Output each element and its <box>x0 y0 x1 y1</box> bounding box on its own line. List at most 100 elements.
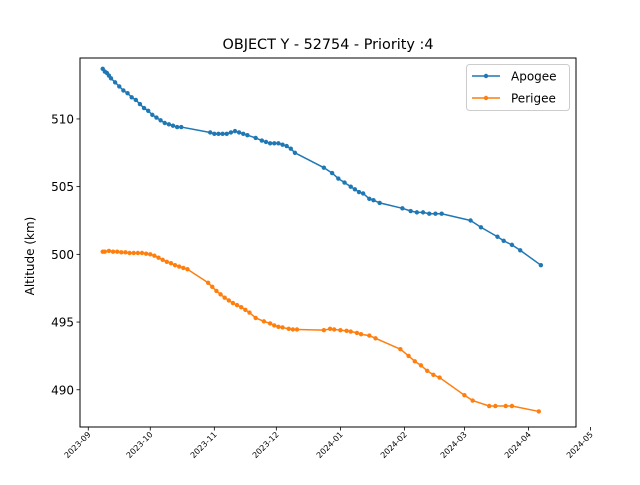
plot-area <box>100 66 544 414</box>
perigee-data-point <box>267 321 273 326</box>
apogee-data-point <box>360 191 366 196</box>
apogee-data-point <box>174 124 180 130</box>
perigee-data-point <box>168 260 174 266</box>
perigee-data-point <box>294 327 300 332</box>
perigee-data-point <box>127 250 132 256</box>
apogee-data-point <box>170 123 176 128</box>
apogee-data-point <box>336 176 341 181</box>
apogee-data-point <box>356 189 362 195</box>
apogee-data-point <box>280 142 285 147</box>
apogee-data-point <box>501 238 506 244</box>
apogee-data-point <box>216 131 221 137</box>
y-tick-label: 495 <box>51 316 74 330</box>
perigee-data-point <box>344 328 349 334</box>
apogee-data-point <box>348 184 353 189</box>
perigee-data-point <box>493 403 498 409</box>
apogee-data-point <box>518 248 523 253</box>
perigee-data-point <box>327 326 333 332</box>
apogee-data-point <box>158 118 163 123</box>
perigee-data-point <box>373 336 378 341</box>
apogee-data-point <box>150 112 155 118</box>
perigee-data-point <box>425 368 430 374</box>
apogee-data-point <box>162 120 167 126</box>
apogee-data-point <box>228 130 234 135</box>
perigee-data-point <box>218 292 223 297</box>
perigee-data-point <box>102 249 108 254</box>
perigee-data-point <box>431 372 436 378</box>
apogee-data-point <box>352 187 358 192</box>
apogee-data-point <box>329 170 335 176</box>
perigee-data-point <box>135 250 141 256</box>
apogee-data-point <box>245 132 250 138</box>
apogee-data-point <box>208 130 213 135</box>
perigee-data-point <box>239 304 244 310</box>
apogee-data-point <box>121 88 126 93</box>
y-tick-label: 500 <box>51 248 74 262</box>
legend-perigee-label: Perigee <box>511 92 556 106</box>
apogee-data-point <box>267 141 273 146</box>
perigee-data-point <box>398 346 403 352</box>
perigee-data-point <box>536 409 541 414</box>
perigee-data-point <box>164 259 169 264</box>
perigee-data-point <box>418 363 424 368</box>
apogee-data-point <box>321 165 327 170</box>
apogee-data-point <box>367 196 372 202</box>
perigee-data-point <box>222 295 227 300</box>
apogee-data-point <box>478 225 484 230</box>
perigee-data-point <box>367 333 372 338</box>
y-axis-ticks: 490 495 500 505 510 <box>51 112 80 397</box>
perigee-data-point <box>115 249 120 254</box>
apogee-data-point <box>137 101 143 107</box>
perigee-data-point <box>119 250 124 255</box>
perigee-data-point <box>253 315 258 321</box>
apogee-data-point <box>288 146 293 151</box>
apogee-data-point <box>125 91 130 96</box>
perigee-data-point <box>106 248 112 254</box>
perigee-data-point <box>181 265 186 271</box>
apogee-data-point <box>292 150 298 155</box>
legend-apogee-marker <box>483 73 489 79</box>
perigee-data-point <box>160 257 165 262</box>
perigee-data-point <box>230 300 236 306</box>
legend-apogee-label: Apogee <box>511 70 557 84</box>
perigee-data-point <box>470 398 475 403</box>
apogee-data-point <box>342 180 347 185</box>
apogee-data-point <box>220 131 225 137</box>
apogee-data-point <box>284 143 289 149</box>
perigee-data-point <box>276 324 281 329</box>
apogee-data-point <box>112 80 118 85</box>
apogee-data-point <box>433 211 438 216</box>
apogee-data-point <box>179 124 184 130</box>
perigee-data-point <box>243 307 248 313</box>
perigee-data-point <box>143 251 149 256</box>
apogee-data-point <box>263 139 269 145</box>
apogee-data-point <box>468 218 473 223</box>
perigee-data-point <box>462 392 467 398</box>
apogee-data-point <box>108 76 114 81</box>
legend: Apogee Perigee <box>466 64 570 111</box>
apogee-data-point <box>439 211 444 216</box>
apogee-data-point <box>377 200 382 206</box>
apogee-data-point <box>371 197 376 203</box>
perigee-data-point <box>290 327 296 332</box>
apogee-data-point <box>146 108 151 114</box>
perigee-data-point <box>214 288 219 294</box>
perigee-data-point <box>177 264 182 269</box>
apogee-data-point <box>276 141 281 146</box>
apogee-data-point <box>117 84 122 89</box>
y-tick-label: 490 <box>51 383 74 397</box>
y-axis-label: Altitude (km) <box>23 217 37 296</box>
apogee-data-point <box>509 242 515 248</box>
perigee-data-point <box>321 327 327 333</box>
perigee-data-point <box>348 329 353 334</box>
perigee-data-point <box>226 298 231 303</box>
perigee-data-point <box>210 284 215 290</box>
perigee-data-point <box>332 327 337 332</box>
perigee-data-point <box>234 302 240 308</box>
apogee-data-point <box>414 210 420 215</box>
perigee-data-point <box>412 359 417 364</box>
apogee-data-point <box>400 206 405 211</box>
apogee-data-point <box>166 122 172 127</box>
chart-title: OBJECT Y - 52754 - Priority :4 <box>223 37 434 53</box>
